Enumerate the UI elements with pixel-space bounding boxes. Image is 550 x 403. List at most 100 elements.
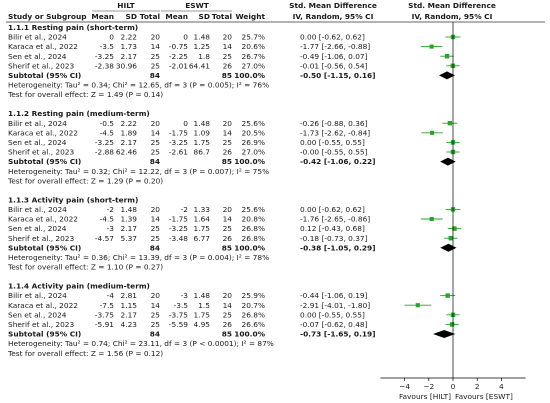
study-ci: 0.00 [-0.62, 0.62] — [300, 33, 365, 42]
study-weight: 26.8% — [242, 310, 265, 319]
subtotal-label: Subtotal (95% CI) — [8, 243, 81, 252]
subgroup-title: 1.1.4 Activity pain (medium-term) — [8, 282, 150, 291]
study-weight: 20.5% — [242, 128, 265, 137]
study-total1: 25 — [151, 138, 161, 147]
subtotal-total1: 84 — [150, 243, 160, 252]
study-point — [447, 121, 453, 126]
study-name: Sherif et al., 2023 — [8, 61, 74, 70]
subtotal-ci: -0.73 [-1.65, 0.19] — [300, 330, 376, 339]
study-total2: 14 — [223, 128, 233, 137]
study-sd1: 2.17 — [121, 224, 138, 233]
subtotal-weight: 100.0% — [234, 71, 265, 80]
study-sd1: 2.17 — [121, 52, 138, 61]
study-point — [444, 53, 450, 59]
study-mean2: -3 — [181, 291, 189, 300]
study-mean2: 0 — [183, 119, 188, 128]
heterogeneity-text: Heterogeneity: Tau² = 0.74; Chi² = 23.11… — [8, 339, 274, 348]
study-total2: 14 — [223, 42, 233, 51]
study-sd1: 30.96 — [116, 61, 137, 70]
study-ci: -0.00 [-0.55, 0.55] — [300, 148, 368, 157]
study-total1: 25 — [151, 52, 161, 61]
sd2-header: SD — [199, 12, 210, 21]
study-ci: -0.01 [-0.56, 0.54] — [300, 61, 368, 70]
study-sd2: 1.48 — [194, 33, 211, 42]
subtotal-total1: 84 — [150, 157, 160, 166]
study-sd2: 1.33 — [194, 205, 211, 214]
study-weight: 26.9% — [242, 138, 265, 147]
mean2-header: Mean — [165, 12, 188, 21]
group1-label: HILT — [117, 1, 134, 10]
study-name: Sherif et al., 2023 — [8, 148, 74, 157]
study-weight: 25.6% — [242, 119, 265, 128]
total2-header: Total — [212, 12, 232, 21]
overall-effect-text: Test for overall effect: Z = 1.49 (P = 0… — [7, 90, 163, 99]
study-name: Sen et al., 2024 — [8, 310, 67, 319]
study-mean2: -2.25 — [169, 52, 188, 61]
table-body: 1.1.1 Resting pain (short-term)Bilir et … — [7, 23, 376, 358]
study-total2: 25 — [223, 138, 233, 147]
x-tick-label: −4 — [399, 382, 410, 391]
study-ci: -0.18 [-0.73, 0.37] — [300, 234, 368, 243]
study-total1: 25 — [151, 310, 161, 319]
study-mean1: -4.57 — [95, 234, 114, 243]
study-total1: 25 — [151, 61, 161, 70]
study-sd2: 1.09 — [194, 128, 211, 137]
study-sd1: 1.15 — [121, 301, 138, 310]
study-mean2: -0.75 — [169, 42, 188, 51]
study-total2: 25 — [223, 224, 233, 233]
study-mean1: -3.25 — [95, 52, 114, 61]
subtotal-total2: 85 — [222, 157, 232, 166]
study-col-header: Study or Subgroup — [8, 12, 87, 21]
study-sd2: 1.5 — [198, 301, 210, 310]
study-sd1: 2.22 — [121, 33, 137, 42]
study-name: Sherif et al., 2023 — [8, 320, 74, 329]
study-ci: -1.76 [-2.65, -0.86] — [300, 215, 370, 224]
study-total1: 14 — [151, 128, 161, 137]
study-mean2: -1.75 — [169, 215, 188, 224]
study-point — [415, 303, 420, 308]
subtotal-label: Subtotal (95% CI) — [8, 71, 81, 80]
study-sd1: 2.17 — [121, 310, 138, 319]
study-total1: 20 — [151, 119, 161, 128]
study-mean1: 0 — [109, 33, 114, 42]
study-mean2: -3.25 — [169, 138, 188, 147]
study-ci: -2.91 [-4.01, -1.80] — [300, 301, 370, 310]
study-sd2: 1.64 — [194, 215, 211, 224]
study-mean1: -5.91 — [95, 320, 114, 329]
study-point — [429, 216, 434, 222]
study-weight: 20.8% — [242, 215, 265, 224]
study-sd1: 2.22 — [121, 119, 137, 128]
study-name: Bilir et al., 2024 — [8, 291, 67, 300]
subgroup-title: 1.1.2 Resting pain (medium-term) — [8, 109, 150, 118]
subtotal-diamond — [440, 157, 456, 166]
study-ci: 0.12 [-0.43, 0.68] — [300, 224, 365, 233]
study-total1: 25 — [151, 320, 161, 329]
study-sd1: 1.39 — [121, 215, 138, 224]
subtotal-total1: 84 — [150, 330, 160, 339]
study-name: Bilir et al., 2024 — [8, 205, 67, 214]
study-sd1: 2.17 — [121, 138, 138, 147]
study-total1: 20 — [151, 33, 161, 42]
study-name: Bilir et al., 2024 — [8, 119, 67, 128]
x-tick-label: 0 — [451, 382, 456, 391]
study-point — [449, 322, 455, 327]
subtotal-diamond — [440, 243, 457, 252]
study-sd2: 1.8 — [198, 52, 210, 61]
study-mean2: -2.01 — [169, 61, 188, 70]
study-total2: 26 — [223, 234, 233, 243]
study-total2: 14 — [223, 301, 233, 310]
study-sd2: 64.41 — [189, 61, 210, 70]
effect-title: Std. Mean Difference — [289, 1, 377, 10]
study-mean2: -2 — [181, 205, 188, 214]
study-sd1: 5.37 — [121, 234, 138, 243]
study-weight: 25.7% — [242, 33, 265, 42]
subtotal-total2: 85 — [222, 330, 232, 339]
subtotal-ci: -0.38 [-1.05, 0.29] — [300, 243, 376, 252]
study-mean1: -7.5 — [100, 301, 115, 310]
study-mean2: 0 — [183, 33, 188, 42]
plot-method-header: IV, Random, 95% CI — [412, 12, 493, 21]
study-ci: -1.77 [-2.66, -0.88] — [300, 42, 370, 51]
study-weight: 20.7% — [242, 301, 265, 310]
study-total1: 14 — [151, 215, 161, 224]
study-sd2: 6.77 — [194, 234, 211, 243]
